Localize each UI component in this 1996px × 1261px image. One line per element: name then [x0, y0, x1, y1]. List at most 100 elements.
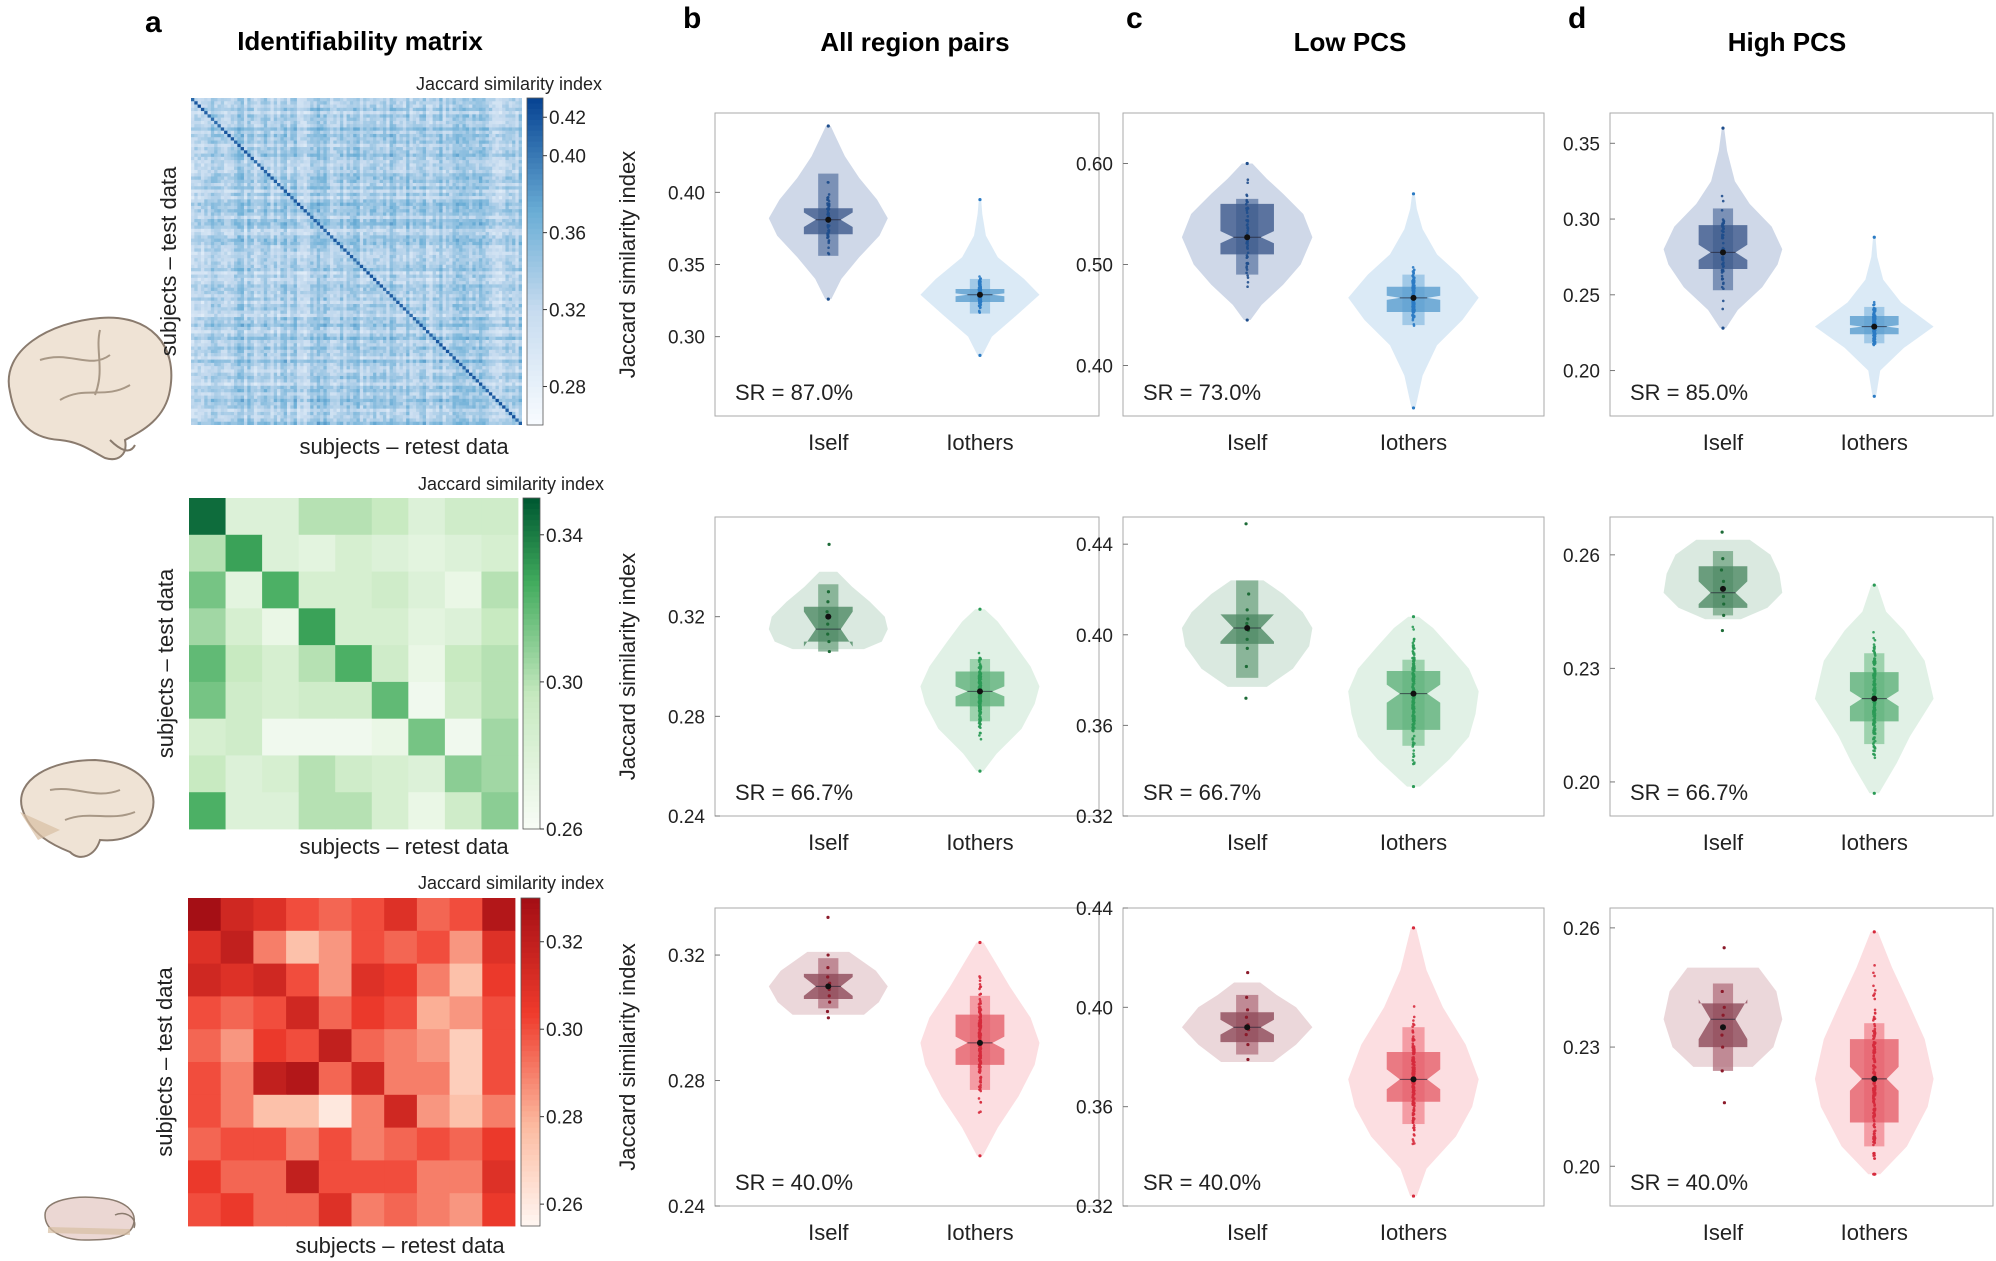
heatmap-cell [243, 127, 248, 132]
heatmap-cell [277, 202, 281, 207]
heatmap-cell [359, 212, 364, 217]
heatmap-cell [422, 189, 427, 194]
heatmap-cell [369, 98, 374, 102]
heatmap-cell [303, 232, 308, 236]
heatmap-cell [359, 183, 364, 187]
heatmap-cell [306, 248, 311, 253]
heatmap-cell [498, 254, 503, 259]
heatmap-cell [220, 111, 225, 115]
heatmap-cell [399, 107, 404, 112]
heatmap-cell [399, 241, 404, 246]
heatmap-cell [376, 179, 381, 184]
heatmap-cell [247, 150, 251, 154]
heatmap-cell [303, 120, 308, 125]
heatmap-cell [224, 251, 228, 256]
heatmap-cell [416, 114, 420, 118]
heatmap-cell [336, 114, 341, 118]
heatmap-cell [442, 163, 447, 168]
heatmap-cell [449, 248, 453, 253]
heatmap-cell [452, 189, 457, 194]
heatmap-cell [478, 130, 483, 135]
heatmap-cell [366, 238, 371, 243]
heatmap-cell [449, 254, 453, 259]
heatmap-cell [303, 235, 308, 239]
heatmap-cell [247, 254, 251, 259]
heatmap-cell [214, 104, 218, 109]
heatmap-cell [382, 189, 387, 194]
heatmap-cell [492, 117, 496, 122]
heatmap-cell [416, 160, 420, 164]
heatmap-cell [492, 238, 496, 243]
heatmap-cell [346, 101, 351, 105]
heatmap-cell [445, 238, 450, 243]
heatmap-cell [303, 199, 308, 203]
heatmap-cell [498, 209, 503, 213]
heatmap-cell [442, 173, 447, 177]
heatmap-cell [455, 205, 460, 210]
heatmap-cell [472, 140, 477, 145]
heatmap-cell [217, 245, 222, 249]
heatmap-cell [376, 117, 381, 122]
heatmap-cell [336, 143, 341, 148]
heatmap-cell [197, 254, 202, 259]
heatmap-cell [320, 248, 324, 253]
heatmap-cell [366, 150, 371, 154]
heatmap-cell [191, 245, 195, 249]
heatmap-cell [356, 156, 361, 161]
heatmap-cell [406, 111, 410, 115]
heatmap-cell [485, 150, 490, 154]
heatmap-cell [498, 160, 503, 164]
heatmap-cell [283, 251, 288, 256]
heatmap-cell [260, 202, 265, 207]
heatmap-cell [442, 205, 447, 210]
heatmap-cell [214, 153, 218, 158]
heatmap-cell [492, 232, 496, 236]
heatmap-cell [224, 212, 228, 217]
heatmap-cell [234, 98, 238, 102]
heatmap-cell [234, 124, 238, 128]
heatmap-cell [336, 186, 341, 190]
heatmap-cell [343, 251, 347, 256]
heatmap-cell [515, 183, 520, 187]
heatmap-cell [389, 163, 394, 168]
heatmap-cell [220, 127, 225, 132]
heatmap-cell [426, 186, 430, 190]
heatmap-cell [412, 209, 417, 213]
heatmap-cell [200, 212, 205, 217]
heatmap-cell [399, 225, 404, 230]
heatmap-cell [498, 156, 503, 161]
heatmap-cell [449, 120, 453, 125]
heatmap-cell [508, 228, 513, 233]
heatmap-cell [459, 120, 463, 125]
heatmap-cell [459, 186, 463, 190]
heatmap-cell [452, 241, 457, 246]
heatmap-cell [250, 160, 255, 164]
heatmap-cell [422, 186, 427, 190]
heatmap-cell [227, 140, 232, 145]
heatmap-cell [435, 163, 440, 168]
heatmap-cell [214, 150, 218, 154]
heatmap-cell [250, 98, 255, 102]
heatmap-cell [402, 192, 407, 197]
heatmap-cell [373, 248, 377, 253]
heatmap-cell [313, 127, 318, 132]
heatmap-cell [386, 218, 390, 223]
heatmap-cell [230, 153, 235, 158]
heatmap-cell [445, 169, 450, 174]
heatmap-cell [204, 143, 208, 148]
heatmap-cell [296, 183, 301, 187]
heatmap-cell [306, 192, 311, 197]
heatmap-cell [475, 228, 480, 233]
heatmap-cell [515, 124, 520, 128]
heatmap-cell [366, 215, 371, 220]
heatmap-cell [303, 143, 308, 148]
heatmap-cell [376, 133, 381, 138]
heatmap-cell [320, 179, 324, 184]
heatmap-cell [373, 153, 377, 158]
heatmap-cell [459, 196, 463, 200]
heatmap-cell [356, 137, 361, 141]
heatmap-cell [409, 235, 414, 239]
heatmap-cell [419, 140, 424, 145]
heatmap-cell [296, 199, 301, 203]
heatmap-cell [382, 153, 387, 158]
